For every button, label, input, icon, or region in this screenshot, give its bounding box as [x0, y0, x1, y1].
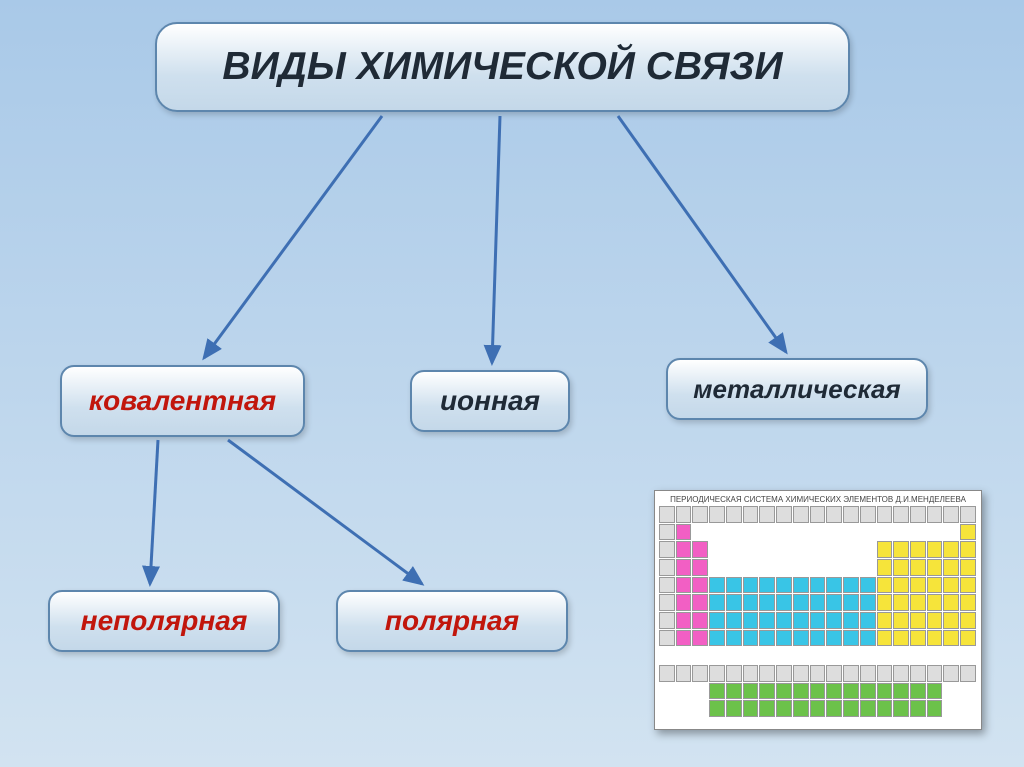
arrow-covalent-polar [228, 440, 422, 584]
periodic-table-grid [659, 506, 977, 717]
periodic-table-image: ПЕРИОДИЧЕСКАЯ СИСТЕМА ХИМИЧЕСКИХ ЭЛЕМЕНТ… [654, 490, 982, 730]
polar-label: полярная [385, 605, 519, 637]
title-box: ВИДЫ ХИМИЧЕСКОЙ СВЯЗИ [155, 22, 850, 112]
metallic-label: металлическая [693, 374, 900, 405]
covalent-box: ковалентная [60, 365, 305, 437]
ionic-label: ионная [440, 385, 540, 417]
arrow-title-ionic [492, 116, 500, 363]
periodic-table-title: ПЕРИОДИЧЕСКАЯ СИСТЕМА ХИМИЧЕСКИХ ЭЛЕМЕНТ… [659, 495, 977, 504]
nonpolar-box: неполярная [48, 590, 280, 652]
ionic-box: ионная [410, 370, 570, 432]
arrow-title-covalent [204, 116, 382, 358]
arrow-title-metallic [618, 116, 786, 352]
polar-box: полярная [336, 590, 568, 652]
arrow-covalent-nonpolar [150, 440, 158, 584]
nonpolar-label: неполярная [81, 605, 248, 637]
covalent-label: ковалентная [89, 385, 276, 417]
metallic-box: металлическая [666, 358, 928, 420]
title-label: ВИДЫ ХИМИЧЕСКОЙ СВЯЗИ [222, 45, 782, 89]
